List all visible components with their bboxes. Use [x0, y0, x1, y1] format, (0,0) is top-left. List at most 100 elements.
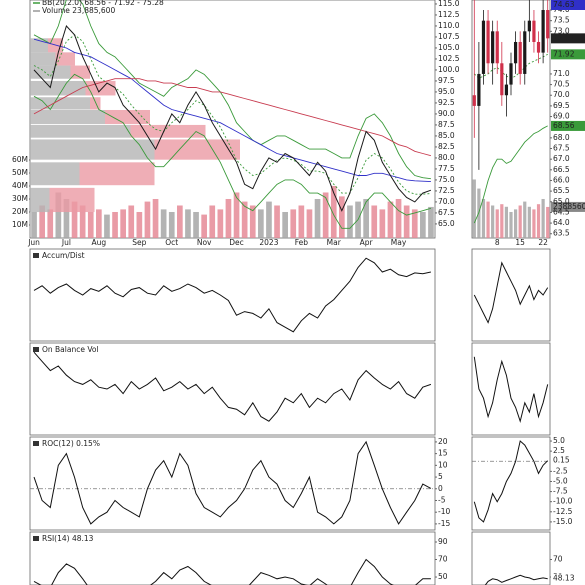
volume-bar	[209, 205, 216, 238]
volume-by-price-down	[55, 52, 75, 66]
volume-bar	[168, 211, 175, 238]
volume-by-price-down	[85, 80, 116, 96]
y-tick-label: 73.0	[553, 26, 570, 35]
y-tick-label: 72.5	[438, 186, 455, 195]
candle-body	[472, 95, 476, 106]
last-value-box	[551, 573, 585, 584]
volume-bar	[241, 201, 248, 238]
y-tick-label: 112.5	[438, 10, 460, 19]
y-tick-label: -15.0	[553, 517, 573, 526]
y-tick-label: 50	[438, 572, 448, 581]
y-tick-label: 70	[438, 555, 448, 564]
last-value-label: 68.56	[553, 121, 575, 130]
y-tick-label: 67.5	[438, 208, 455, 217]
candle-body	[523, 31, 527, 74]
volume-bar	[79, 205, 86, 238]
volume-bar	[104, 214, 110, 238]
plot-area	[33, 558, 431, 585]
volume-bar	[532, 209, 536, 238]
volume-bar	[177, 205, 183, 238]
indicator-line	[473, 440, 549, 523]
plot-area	[33, 257, 432, 333]
volume-bar	[379, 209, 386, 238]
volume-by-price-up	[30, 124, 131, 138]
x-tick-label: May	[391, 238, 407, 247]
indicator-line	[33, 558, 431, 585]
last-value-label: 23885600	[553, 202, 585, 211]
y-tick-label: -10	[438, 507, 450, 516]
panel-frame	[29, 248, 436, 342]
title-icon	[33, 441, 39, 446]
volume-bar	[387, 201, 394, 238]
volume-bar	[428, 206, 434, 238]
y-tick-label: -2.5	[553, 466, 568, 475]
title-icon	[33, 536, 39, 541]
y-tick-label: -5	[438, 495, 446, 504]
panel-title: RSI(14) 48.13	[42, 534, 94, 543]
volume-by-price-up	[30, 65, 71, 79]
volume-bar	[39, 205, 45, 238]
x-tick-label: 22	[538, 238, 548, 247]
candle-body	[513, 41, 518, 64]
y-tick-label: 70.5	[553, 80, 570, 89]
y-tick-label: 110.0	[438, 21, 460, 30]
y-tick-label: -12.5	[553, 507, 573, 516]
last-value-label: 0.15	[553, 456, 570, 465]
volume-by-price-up	[30, 97, 90, 110]
volume-by-price-up	[30, 80, 86, 96]
volume-bar	[546, 206, 550, 238]
last-value-label: 74.63	[553, 0, 575, 9]
volume-bar	[371, 205, 378, 238]
plot-area	[472, 440, 550, 523]
x-tick-label: 2023	[259, 238, 278, 247]
volume-bar	[274, 205, 280, 238]
y-tick-label: 64.0	[553, 218, 570, 227]
volume-bar	[144, 201, 151, 238]
y-tick-label: -10.0	[553, 497, 573, 506]
y-tick-label: 73.5	[553, 16, 570, 25]
volume-bar	[347, 205, 353, 238]
x-tick-label: Feb	[295, 238, 309, 247]
y-tick-label: 63.5	[553, 229, 570, 238]
title-icon	[33, 253, 39, 258]
candle-body	[500, 63, 504, 96]
last-value-box	[551, 0, 585, 10]
plot-area	[33, 351, 432, 422]
volume-bar	[486, 201, 490, 238]
candle-body	[477, 73, 481, 106]
candle-body	[546, 10, 550, 39]
last-value-box	[551, 49, 585, 60]
y-tick-label: 77.5	[438, 164, 455, 173]
volume-bar	[152, 198, 159, 238]
volume-by-price-down	[79, 162, 155, 186]
y-tick-label: 85.0	[438, 131, 455, 140]
series-line	[33, 78, 432, 157]
volume-bar	[518, 205, 522, 238]
plot-area	[472, 0, 550, 238]
volume-bar	[282, 211, 288, 238]
y-tick-label: 69.0	[553, 112, 570, 121]
volume-bar	[330, 185, 337, 238]
x-tick-label: 15	[515, 238, 525, 247]
last-value-label: 72.67	[553, 33, 575, 42]
y-tick-label: 20	[438, 437, 448, 446]
indicator-line	[33, 440, 432, 525]
panel-frame	[29, 436, 436, 531]
panel-frame	[29, 342, 436, 436]
candle-body	[518, 41, 522, 74]
volume-by-price-up	[30, 139, 155, 160]
y-tick-label: 65.0	[553, 197, 570, 206]
y-tick-label: 66.0	[553, 175, 570, 184]
y-tick-label: -7.5	[553, 487, 568, 496]
indicator-line	[473, 356, 549, 423]
y-tick-label: 90	[438, 537, 448, 546]
indicator-line	[33, 257, 432, 333]
x-tick-label: Nov	[197, 238, 212, 247]
volume-tick-label: 10M	[12, 220, 28, 229]
candle-body	[532, 20, 536, 42]
series-line	[33, 73, 432, 229]
y-tick-label: 15	[438, 449, 448, 458]
volume-bar	[266, 201, 272, 238]
x-tick-label: Aug	[92, 238, 107, 247]
y-tick-label: 65.0	[438, 219, 455, 228]
